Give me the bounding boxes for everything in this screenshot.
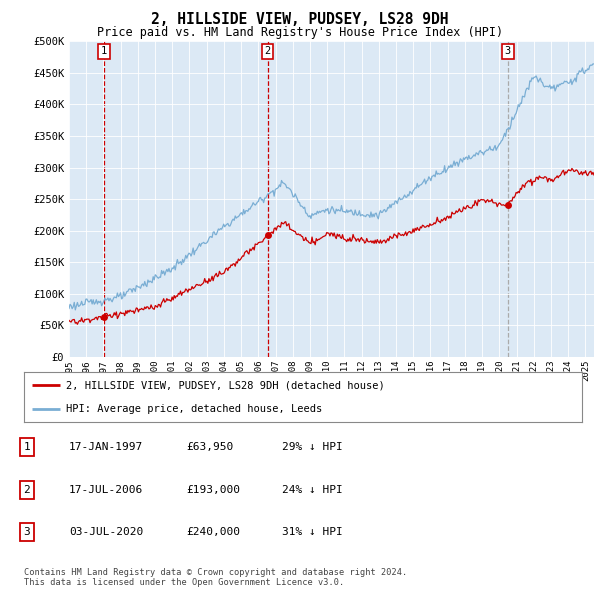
Text: 2: 2	[265, 47, 271, 57]
Text: £240,000: £240,000	[186, 527, 240, 537]
Text: £193,000: £193,000	[186, 485, 240, 494]
Text: 17-JAN-1997: 17-JAN-1997	[69, 442, 143, 452]
Text: 2, HILLSIDE VIEW, PUDSEY, LS28 9DH (detached house): 2, HILLSIDE VIEW, PUDSEY, LS28 9DH (deta…	[66, 380, 385, 390]
Text: 03-JUL-2020: 03-JUL-2020	[69, 527, 143, 537]
Text: 2, HILLSIDE VIEW, PUDSEY, LS28 9DH: 2, HILLSIDE VIEW, PUDSEY, LS28 9DH	[151, 12, 449, 27]
Text: Contains HM Land Registry data © Crown copyright and database right 2024.
This d: Contains HM Land Registry data © Crown c…	[24, 568, 407, 587]
Text: 29% ↓ HPI: 29% ↓ HPI	[282, 442, 343, 452]
Text: £63,950: £63,950	[186, 442, 233, 452]
Text: 1: 1	[101, 47, 107, 57]
Text: HPI: Average price, detached house, Leeds: HPI: Average price, detached house, Leed…	[66, 404, 322, 414]
Text: 31% ↓ HPI: 31% ↓ HPI	[282, 527, 343, 537]
Text: 17-JUL-2006: 17-JUL-2006	[69, 485, 143, 494]
Text: 3: 3	[505, 47, 511, 57]
Text: 2: 2	[23, 485, 31, 494]
Text: 1: 1	[23, 442, 31, 452]
Text: Price paid vs. HM Land Registry's House Price Index (HPI): Price paid vs. HM Land Registry's House …	[97, 26, 503, 39]
Text: 3: 3	[23, 527, 31, 537]
Text: 24% ↓ HPI: 24% ↓ HPI	[282, 485, 343, 494]
